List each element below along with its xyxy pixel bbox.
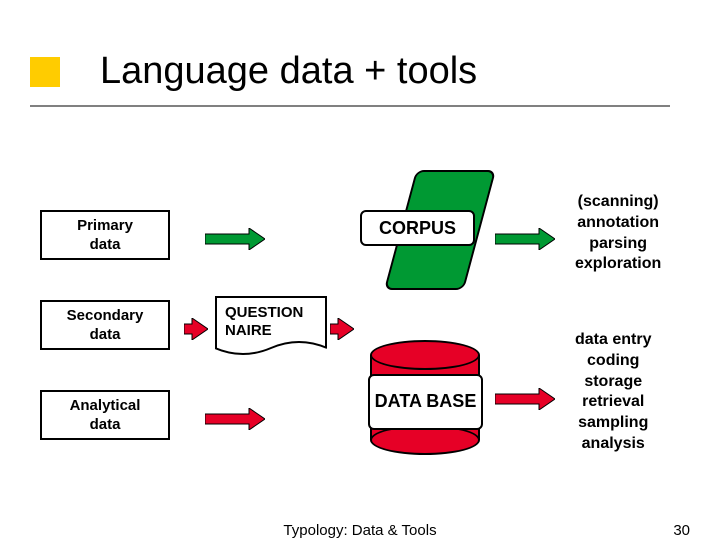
box-analytical-data: Analytical data	[40, 390, 170, 440]
title-bullet-icon	[30, 57, 60, 87]
op-line: retrieval	[582, 392, 644, 413]
footer-text: Typology: Data & Tools	[283, 522, 436, 539]
label: Primary	[77, 216, 133, 236]
title-underline	[30, 105, 670, 107]
cylinder-top	[370, 340, 480, 370]
op-line: storage	[584, 372, 642, 393]
op-line: annotation	[577, 213, 659, 234]
arrow-icon	[495, 388, 555, 410]
arrow-icon	[495, 228, 555, 250]
box-secondary-data: Secondary data	[40, 300, 170, 350]
database-label: DATA BASE	[368, 374, 483, 430]
op-line: exploration	[575, 254, 661, 275]
label: data	[90, 235, 121, 255]
slide-title: Language data + tools	[100, 50, 477, 93]
text-database-operations: data entrycodingstorageretrievalsampling…	[575, 330, 651, 455]
box-primary-data: Primary data	[40, 210, 170, 260]
op-line: sampling	[578, 413, 648, 434]
arrow-icon	[184, 318, 208, 340]
op-line: coding	[587, 351, 639, 372]
footer-page-number: 30	[673, 522, 690, 539]
arrow-icon	[330, 318, 354, 340]
text-corpus-operations: (scanning)annotationparsingexploration	[575, 192, 661, 275]
op-line: parsing	[589, 234, 647, 255]
corpus-label: CORPUS	[360, 210, 475, 246]
arrow-icon	[205, 408, 265, 430]
op-line: (scanning)	[578, 192, 659, 213]
label: Analytical	[70, 396, 141, 416]
op-line: data entry	[575, 330, 651, 351]
label: Secondary	[67, 306, 144, 326]
doc-wave-icon	[215, 338, 327, 358]
label: data	[90, 415, 121, 435]
slide-title-area: Language data + tools	[30, 50, 477, 93]
label: data	[90, 325, 121, 345]
op-line: analysis	[582, 434, 645, 455]
box-questionnaire: QUESTION NAIRE	[215, 296, 327, 358]
arrow-icon	[205, 228, 265, 250]
label: QUESTION	[225, 304, 317, 322]
